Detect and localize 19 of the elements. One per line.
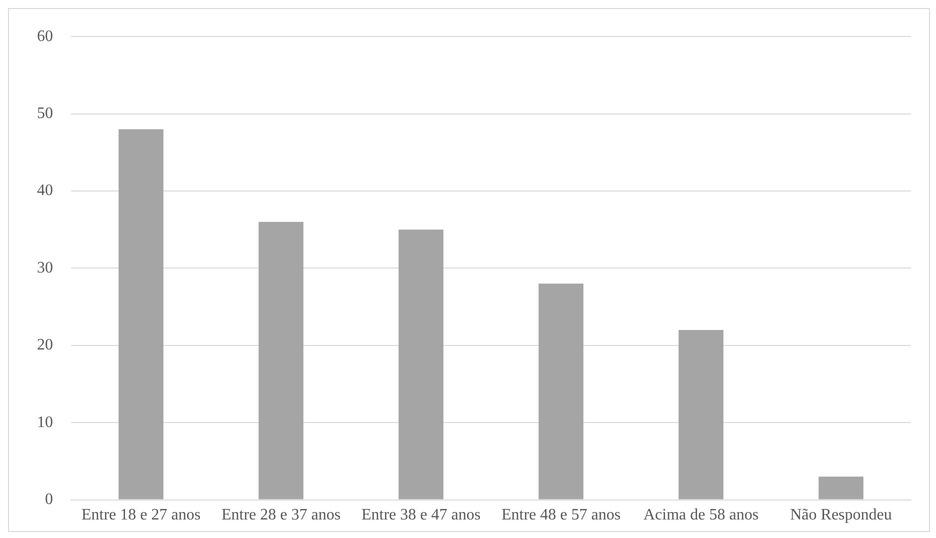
- y-tick-label: 20: [37, 336, 53, 354]
- x-tick-label: Não Respondeu: [790, 506, 892, 524]
- x-tick-label: Acima de 58 anos: [643, 506, 759, 524]
- bar: [398, 230, 444, 500]
- y-tick-label: 40: [37, 182, 53, 200]
- x-tick-label: Entre 48 e 57 anos: [501, 506, 621, 524]
- x-tick-label: Entre 38 e 47 anos: [361, 506, 481, 524]
- y-tick-label: 60: [37, 28, 53, 45]
- bar: [258, 222, 304, 500]
- y-tick-label: 50: [37, 105, 53, 122]
- bar: [818, 476, 864, 500]
- bar: [118, 129, 164, 500]
- y-tick-label: 10: [37, 414, 53, 431]
- x-tick-label: Entre 18 e 27 anos: [81, 506, 201, 524]
- x-tick-label: Entre 28 e 37 anos: [221, 506, 341, 524]
- y-tick-label: 30: [37, 259, 53, 276]
- bar: [538, 284, 584, 500]
- bar: [678, 330, 724, 500]
- y-tick-label: 0: [45, 491, 53, 508]
